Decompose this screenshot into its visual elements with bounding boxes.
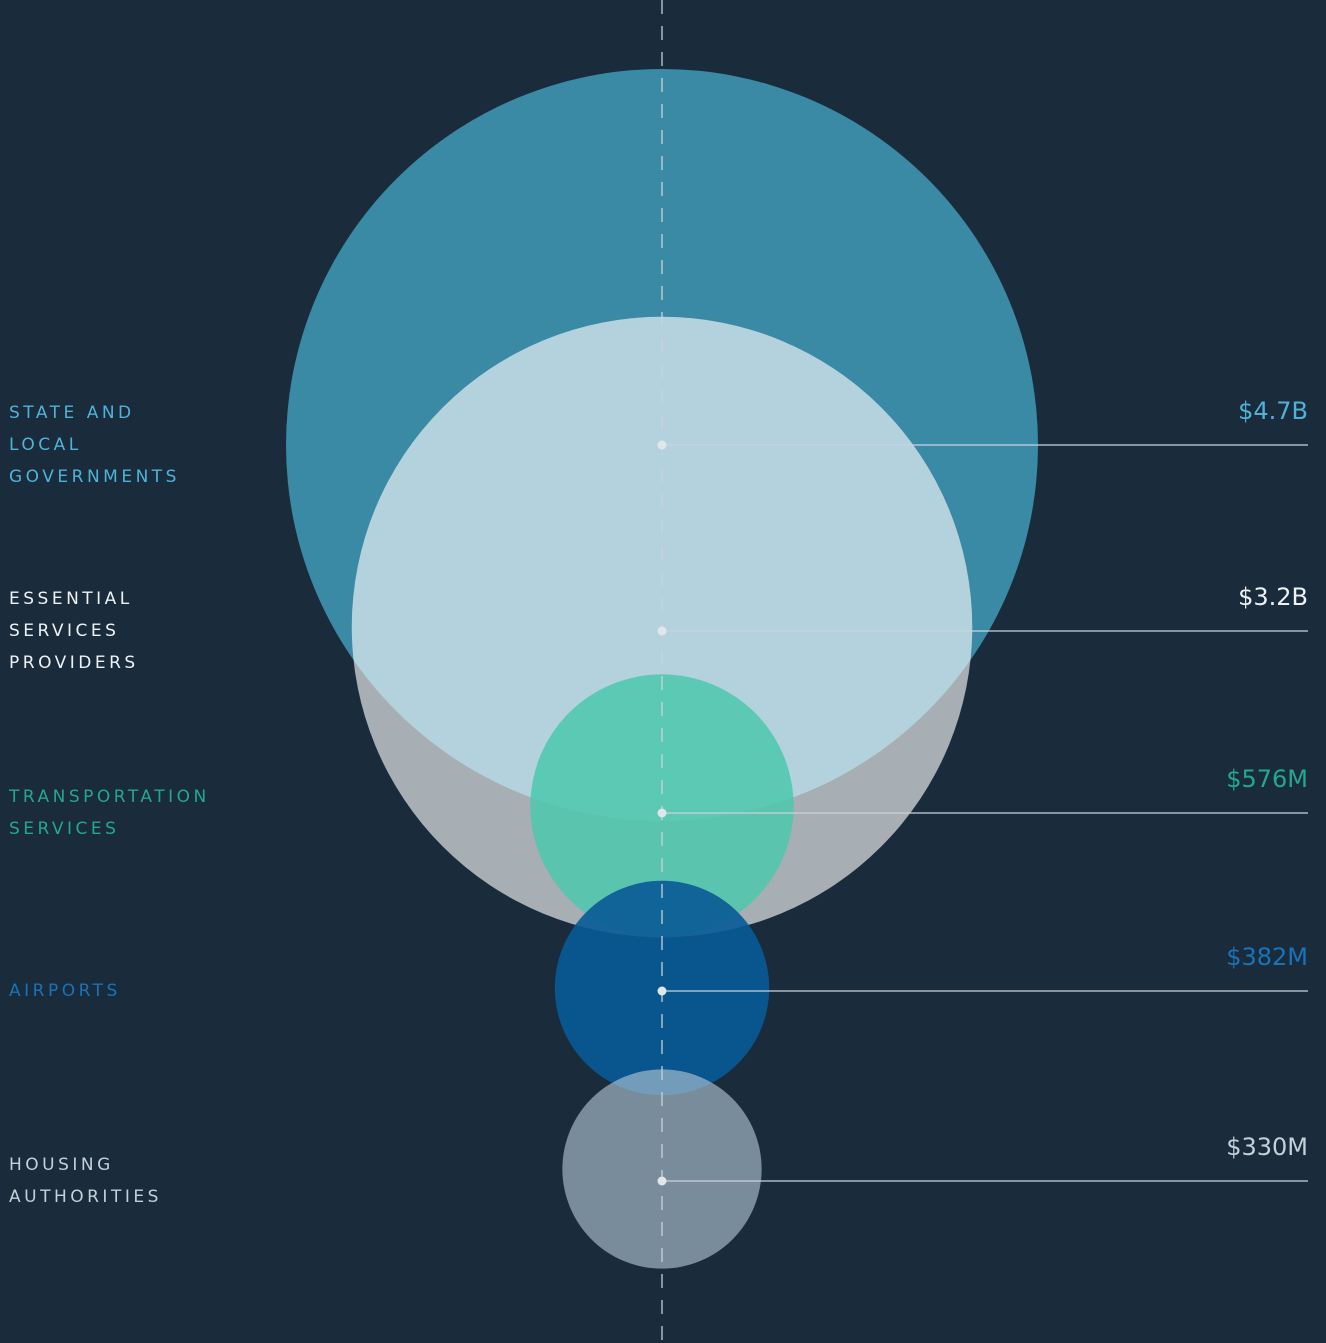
value-label: $3.2B (1238, 583, 1308, 611)
category-label: TRANSPORTATION (8, 787, 210, 807)
value-label: $330M (1226, 1133, 1308, 1161)
category-label: AIRPORTS (9, 981, 121, 1001)
category-label: AUTHORITIES (9, 1187, 162, 1207)
category-label: LOCAL (9, 435, 82, 455)
leader-dot (657, 626, 667, 636)
leader-dot (657, 1176, 667, 1186)
value-label: $4.7B (1238, 397, 1308, 425)
category-label: PROVIDERS (9, 653, 139, 673)
leader-dot (657, 986, 667, 996)
value-label: $576M (1226, 765, 1308, 793)
category-label: STATE AND (9, 403, 135, 423)
bubble (562, 1069, 762, 1269)
category-label: HOUSING (9, 1155, 114, 1175)
labels: $4.7B STATE AND LOCAL GOVERNMENTS $3.2B ESSEN… (8, 397, 1308, 1207)
value-label: $382M (1226, 943, 1308, 971)
leader-dot (657, 808, 667, 818)
leader-dot (657, 440, 667, 450)
category-label: ESSENTIAL (9, 589, 133, 609)
category-label: SERVICES (9, 621, 119, 641)
category-label: SERVICES (9, 819, 119, 839)
category-label: GOVERNMENTS (9, 467, 180, 487)
